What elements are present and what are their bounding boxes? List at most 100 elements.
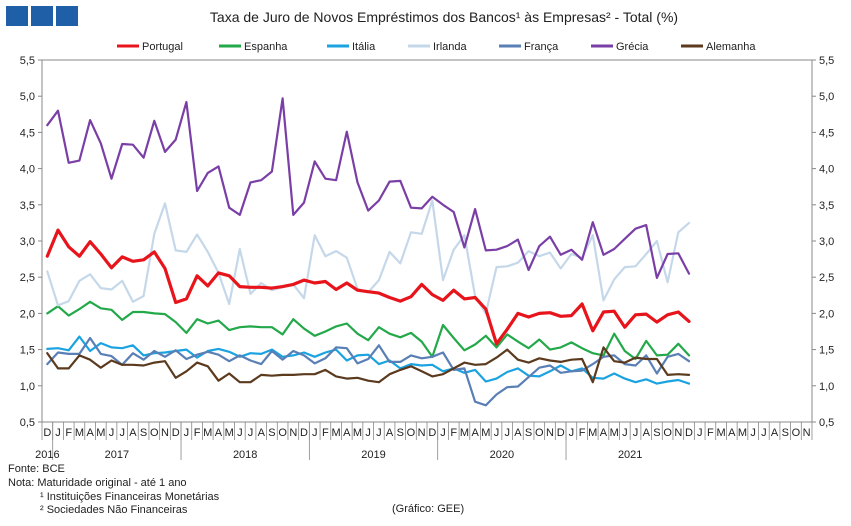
legend-label-irlanda: Irlanda [433, 41, 468, 53]
month-label: A [215, 427, 223, 439]
month-label: M [481, 427, 490, 439]
month-label: O [535, 427, 544, 439]
y-tick-label-right: 4,5 [819, 127, 834, 139]
month-label: F [707, 427, 714, 439]
series-line-grécia [46, 97, 691, 279]
month-label: M [610, 427, 619, 439]
y-tick-label-right: 3,5 [819, 200, 834, 212]
y-tick-label-left: 0,5 [20, 417, 35, 429]
month-label: J [440, 427, 446, 439]
month-label: M [332, 427, 341, 439]
month-label: F [194, 427, 201, 439]
series-line-frança [46, 336, 691, 407]
y-tick-label-left: 3,0 [20, 236, 35, 248]
month-label: O [792, 427, 801, 439]
month-label: M [96, 427, 105, 439]
month-label: J [365, 427, 371, 439]
month-label: F [579, 427, 586, 439]
month-label: A [343, 427, 351, 439]
month-label: J [109, 427, 115, 439]
y-tick-label-left: 1,0 [20, 381, 35, 393]
logo-block [6, 6, 28, 26]
month-label: M [460, 427, 469, 439]
chart-title: Taxa de Juro de Novos Empréstimos dos Ba… [210, 9, 678, 25]
legend-label-grécia: Grécia [616, 41, 649, 53]
month-label: J [622, 427, 628, 439]
legend-label-espanha: Espanha [244, 41, 288, 53]
month-label: J [761, 427, 767, 439]
month-label: D [300, 427, 308, 439]
y-tick-label-left: 1,5 [20, 345, 35, 357]
month-label: M [588, 427, 597, 439]
month-label: J [312, 427, 318, 439]
y-tick-label-right: 4,0 [819, 164, 834, 176]
y-tick-label-right: 5,0 [819, 91, 834, 103]
month-label: O [663, 427, 672, 439]
month-label: J [504, 427, 510, 439]
month-label: M [203, 427, 212, 439]
month-label: J [248, 427, 254, 439]
month-label: D [172, 427, 180, 439]
month-label: J [184, 427, 190, 439]
logo-block [31, 6, 53, 26]
month-label: A [471, 427, 479, 439]
source-note: Fonte: BCE [8, 463, 65, 475]
y-tick-label-right: 1,0 [819, 381, 834, 393]
legend: Portugal Espanha Itália Irlanda França Grécia… [117, 41, 756, 53]
month-label: S [397, 427, 404, 439]
year-label: 2016 [35, 449, 59, 461]
month-label: J [55, 427, 61, 439]
year-label: 2021 [618, 449, 642, 461]
month-label: M [353, 427, 362, 439]
footnote-1: ¹ Instituições Financeiras Monetárias [40, 491, 220, 503]
month-label: D [557, 427, 565, 439]
month-label: A [600, 427, 608, 439]
series-line-espanha [46, 300, 691, 361]
month-label: F [65, 427, 72, 439]
year-label: 2018 [233, 449, 257, 461]
year-label: 2020 [490, 449, 514, 461]
month-label: M [225, 427, 234, 439]
month-label: S [140, 427, 147, 439]
month-label: M [717, 427, 726, 439]
year-label: 2019 [361, 449, 385, 461]
year-label: 2017 [105, 449, 129, 461]
series-line-irlanda [46, 199, 691, 315]
month-label: J [376, 427, 382, 439]
y-tick-label-right: 0,5 [819, 417, 834, 429]
month-label: S [782, 427, 789, 439]
legend-label-portugal: Portugal [142, 41, 183, 53]
month-label: D [428, 427, 436, 439]
plot-area: 0,5 0,5 1,0 1,0 1,5 1,5 2,0 2,0 2,5 2,5 3,0 3,0 3,5 3… [20, 55, 835, 461]
maturity-note: Nota: Maturidade original - até 1 ano [8, 477, 187, 489]
month-label: F [450, 427, 457, 439]
month-label: S [268, 427, 275, 439]
month-label: J [697, 427, 703, 439]
month-label: A [129, 427, 137, 439]
y-tick-label-left: 2,5 [20, 272, 35, 284]
logo [6, 6, 78, 26]
month-label: S [525, 427, 532, 439]
legend-label-itália: Itália [352, 41, 376, 53]
month-label: S [653, 427, 660, 439]
month-label: A [386, 427, 394, 439]
y-tick-label-left: 2,0 [20, 308, 35, 320]
month-label: J [750, 427, 756, 439]
month-label: J [119, 427, 125, 439]
month-label: N [418, 427, 426, 439]
month-label: M [738, 427, 747, 439]
month-label: N [161, 427, 169, 439]
y-tick-label-left: 3,5 [20, 200, 35, 212]
month-label: A [728, 427, 736, 439]
month-label: O [150, 427, 159, 439]
month-label: J [633, 427, 639, 439]
legend-label-alemanha: Alemanha [706, 41, 756, 53]
series-line-portugal [45, 228, 691, 346]
month-label: N [546, 427, 554, 439]
month-label: D [43, 427, 51, 439]
y-tick-label-right: 3,0 [819, 236, 834, 248]
month-label: F [322, 427, 329, 439]
month-label: D [685, 427, 693, 439]
y-tick-label-right: 2,5 [819, 272, 834, 284]
month-label: A [86, 427, 94, 439]
